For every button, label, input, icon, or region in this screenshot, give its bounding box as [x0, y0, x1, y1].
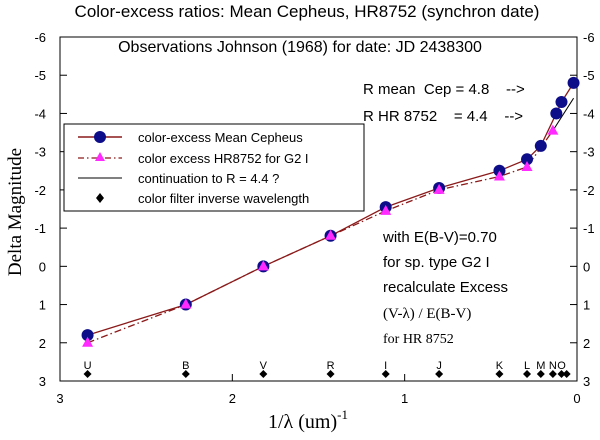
- x-tick-label: 2: [229, 391, 236, 406]
- point-hr8752: [380, 204, 392, 215]
- legend-marker-hr8752: [95, 152, 105, 161]
- legend-marker-mean-cepheus: [94, 131, 106, 143]
- point-hr8752: [521, 160, 533, 171]
- y-tick-label-left: -6: [34, 30, 46, 45]
- filter-marker: [181, 370, 190, 378]
- x-tick-label: 3: [56, 391, 63, 406]
- y-tick-label-left: -3: [34, 145, 46, 160]
- y-tick-label-left: -1: [34, 221, 46, 236]
- filter-marker: [435, 370, 444, 378]
- filter-label: B: [182, 360, 189, 372]
- y-tick-label-right: -6: [583, 30, 595, 45]
- r-hr8752-annotation: R HR 8752 = 4.4 -->: [363, 108, 523, 125]
- point-mean-cepheus: [550, 107, 563, 120]
- filter-marker: [381, 370, 390, 378]
- legend-label-mean-cepheus: color-excess Mean Cepheus: [138, 130, 303, 145]
- x-tick-label: 0: [573, 391, 580, 406]
- y-axis-label: Delta Magnitude: [5, 148, 26, 276]
- point-mean-cepheus: [81, 329, 94, 342]
- filter-label: I: [384, 360, 387, 372]
- legend-marker-filter: [96, 193, 104, 203]
- note-line-5: for HR 8752: [383, 332, 454, 347]
- filter-marker: [562, 370, 571, 378]
- x-axis-label-text: 1/λ (um): [268, 411, 337, 433]
- filter-marker: [536, 370, 545, 378]
- note-line-2: for sp. type G2 I: [383, 254, 490, 271]
- y-tick-label-right: 0: [583, 259, 590, 274]
- chart-title: Color-excess ratios: Mean Cepheus, HR875…: [75, 2, 540, 21]
- note-line-4: (V-λ) / E(B-V): [383, 306, 471, 322]
- filter-label: R: [327, 360, 335, 372]
- filter-marker: [495, 370, 504, 378]
- filter-label: O: [557, 360, 566, 372]
- chart-subtitle: Observations Johnson (1968) for date: JD…: [118, 39, 482, 56]
- filter-marker: [326, 370, 335, 378]
- filter-marker: [523, 370, 532, 378]
- filter-marker: [83, 370, 92, 378]
- x-axis-label: 1/λ (um)-1: [268, 407, 348, 433]
- y-tick-label-left: 1: [39, 298, 46, 313]
- series-markers: [81, 76, 580, 347]
- filter-label: U: [84, 360, 92, 372]
- series-line-1: [87, 130, 554, 344]
- y-tick-label-left: 3: [39, 374, 46, 389]
- legend-box: [63, 123, 365, 212]
- point-hr8752: [547, 124, 559, 135]
- filter-label: N: [549, 360, 557, 372]
- point-mean-cepheus: [567, 76, 580, 89]
- point-mean-cepheus: [555, 95, 568, 108]
- y-tick-label-left: -2: [34, 183, 46, 198]
- filter-label: V: [260, 360, 268, 372]
- note-line-3: recalculate Excess: [383, 279, 508, 296]
- y-tick-label-left: 2: [39, 336, 46, 351]
- y-tick-label-right: 2: [583, 336, 590, 351]
- x-axis-label-exponent: -1: [337, 407, 348, 422]
- filter-label: K: [496, 360, 504, 372]
- series-line-2: [552, 97, 575, 131]
- y-axis-left: 3 2 1 0 -1 -2 -3 -4 -5 -6: [34, 30, 67, 389]
- note-line-1: with E(B-V)=0.70: [382, 229, 497, 246]
- filter-marker: [557, 370, 566, 378]
- y-tick-label-right: -1: [583, 221, 595, 236]
- legend-label-hr8752: color excess HR8752 for G2 I: [138, 151, 309, 166]
- point-hr8752: [433, 183, 445, 194]
- filter-marker: [548, 370, 557, 378]
- y-tick-label-right: -4: [583, 106, 595, 121]
- y-tick-label-right: -3: [583, 145, 595, 160]
- y-tick-label-right: -5: [583, 68, 595, 83]
- y-tick-label-right: -2: [583, 183, 595, 198]
- plot-frame: [59, 36, 578, 382]
- y-tick-label-right: 3: [583, 374, 590, 389]
- x-tick-label: 1: [401, 391, 408, 406]
- point-hr8752: [257, 260, 269, 271]
- legend-label-filter: color filter inverse wavelength: [138, 191, 309, 206]
- y-tick-label-right: 1: [583, 298, 590, 313]
- y-tick-label-left: 0: [39, 259, 46, 274]
- point-hr8752: [82, 336, 94, 347]
- y-tick-label-left: -5: [34, 68, 46, 83]
- point-hr8752: [493, 170, 505, 181]
- x-axis: 3 2 1 0: [56, 374, 581, 406]
- point-mean-cepheus: [534, 139, 547, 152]
- legend: color-excess Mean Cepheus color excess H…: [63, 123, 365, 212]
- filter-marker: [259, 370, 268, 378]
- legend-label-continuation: continuation to R = 4.4 ?: [138, 171, 279, 186]
- point-hr8752: [180, 298, 192, 309]
- point-hr8752: [325, 229, 337, 240]
- filter-label: L: [524, 360, 530, 372]
- y-axis-right: 3 2 1 0 -1 -2 -3 -4 -5 -6: [570, 30, 595, 389]
- y-tick-label-left: -4: [34, 106, 46, 121]
- filter-label: M: [536, 360, 545, 372]
- point-mean-cepheus: [521, 153, 534, 166]
- filter-label: J: [436, 360, 442, 372]
- r-mean-annotation: R mean Cep = 4.8 -->: [363, 81, 525, 98]
